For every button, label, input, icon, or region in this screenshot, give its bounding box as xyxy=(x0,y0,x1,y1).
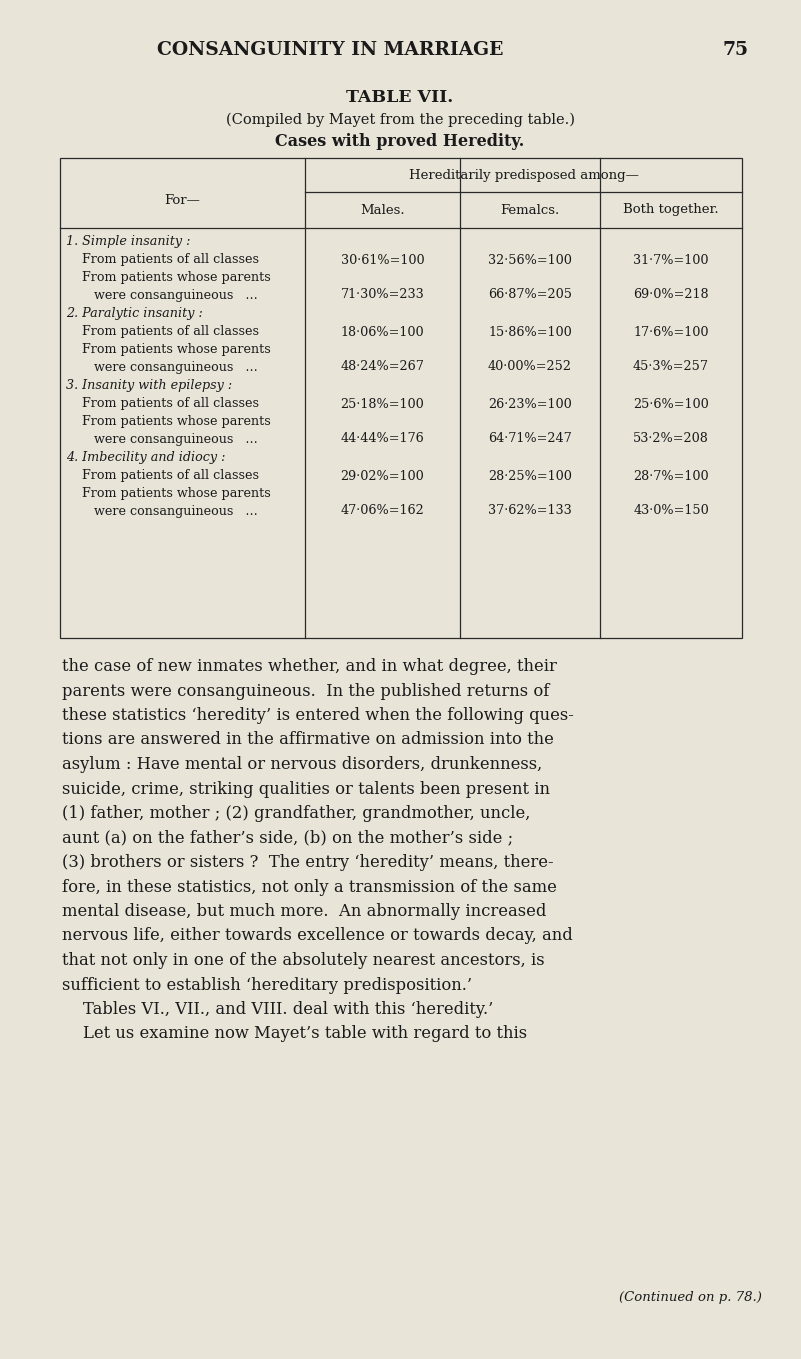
Text: nervous life, either towards excellence or towards decay, and: nervous life, either towards excellence … xyxy=(62,927,573,945)
Text: From patients whose parents: From patients whose parents xyxy=(82,342,271,356)
Text: suicide, crime, striking qualities or talents been present in: suicide, crime, striking qualities or ta… xyxy=(62,780,550,798)
Text: 3. Insanity with epilepsy :: 3. Insanity with epilepsy : xyxy=(66,379,232,393)
Text: 2. Paralytic insanity :: 2. Paralytic insanity : xyxy=(66,307,203,321)
Text: 1. Simple insanity :: 1. Simple insanity : xyxy=(66,235,191,249)
Text: Tables VI., VII., and VIII. deal with this ‘heredity.’: Tables VI., VII., and VIII. deal with th… xyxy=(62,1002,493,1018)
Text: 25·6%=100: 25·6%=100 xyxy=(633,397,709,410)
Text: asylum : Have mental or nervous disorders, drunkenness,: asylum : Have mental or nervous disorder… xyxy=(62,756,542,773)
Text: From patients of all classes: From patients of all classes xyxy=(82,326,259,338)
Text: (Continued on p. 78.): (Continued on p. 78.) xyxy=(618,1291,762,1303)
Text: 4. Imbecility and idiocy :: 4. Imbecility and idiocy : xyxy=(66,451,225,465)
Text: (1) father, mother ; (2) grandfather, grandmother, uncle,: (1) father, mother ; (2) grandfather, gr… xyxy=(62,805,530,822)
Text: From patients whose parents: From patients whose parents xyxy=(82,414,271,428)
Text: From patients whose parents: From patients whose parents xyxy=(82,487,271,500)
Text: were consanguineous   ...: were consanguineous ... xyxy=(94,360,258,374)
Text: 18·06%=100: 18·06%=100 xyxy=(340,326,425,338)
Text: 30·61%=100: 30·61%=100 xyxy=(340,254,425,266)
Text: 71·30%=233: 71·30%=233 xyxy=(340,288,425,302)
Text: 15·86%=100: 15·86%=100 xyxy=(488,326,572,338)
Text: Hereditarily predisposed among—: Hereditarily predisposed among— xyxy=(409,169,638,182)
Text: fore, in these statistics, not only a transmission of the same: fore, in these statistics, not only a tr… xyxy=(62,878,557,896)
Text: From patients of all classes: From patients of all classes xyxy=(82,397,259,410)
Text: aunt (a) on the father’s side, (b) on the mother’s side ;: aunt (a) on the father’s side, (b) on th… xyxy=(62,829,513,847)
Text: TABLE VII.: TABLE VII. xyxy=(346,90,453,106)
Text: Both together.: Both together. xyxy=(623,204,718,216)
Text: 43·0%=150: 43·0%=150 xyxy=(633,504,709,518)
Text: were consanguineous   ...: were consanguineous ... xyxy=(94,432,258,446)
Text: were consanguineous   ...: were consanguineous ... xyxy=(94,288,258,302)
Text: tions are answered in the affirmative on admission into the: tions are answered in the affirmative on… xyxy=(62,731,553,749)
Text: parents were consanguineous.  In the published returns of: parents were consanguineous. In the publ… xyxy=(62,682,549,700)
Text: For—: For— xyxy=(164,194,200,208)
Text: 31·7%=100: 31·7%=100 xyxy=(634,254,709,266)
Text: that not only in one of the absolutely nearest ancestors, is: that not only in one of the absolutely n… xyxy=(62,953,545,969)
Text: 28·25%=100: 28·25%=100 xyxy=(488,469,572,482)
Text: 66·87%=205: 66·87%=205 xyxy=(488,288,572,302)
Text: (Compiled by Mayet from the preceding table.): (Compiled by Mayet from the preceding ta… xyxy=(226,113,574,128)
Text: were consanguineous   ...: were consanguineous ... xyxy=(94,504,258,518)
Text: Let us examine now Mayet’s table with regard to this: Let us examine now Mayet’s table with re… xyxy=(62,1026,527,1042)
Text: (3) brothers or sisters ?  The entry ‘heredity’ means, there-: (3) brothers or sisters ? The entry ‘her… xyxy=(62,853,553,871)
Text: 26·23%=100: 26·23%=100 xyxy=(488,397,572,410)
Text: 25·18%=100: 25·18%=100 xyxy=(340,397,425,410)
Text: mental disease, but much more.  An abnormally increased: mental disease, but much more. An abnorm… xyxy=(62,902,546,920)
Text: From patients whose parents: From patients whose parents xyxy=(82,270,271,284)
Text: 44·44%=176: 44·44%=176 xyxy=(340,432,425,446)
Text: 40·00%=252: 40·00%=252 xyxy=(488,360,572,374)
Text: 47·06%=162: 47·06%=162 xyxy=(340,504,425,518)
Text: 29·02%=100: 29·02%=100 xyxy=(340,469,425,482)
Text: 28·7%=100: 28·7%=100 xyxy=(633,469,709,482)
Text: 32·56%=100: 32·56%=100 xyxy=(488,254,572,266)
Text: 45·3%=257: 45·3%=257 xyxy=(633,360,709,374)
Text: From patients of all classes: From patients of all classes xyxy=(82,254,259,266)
Text: 37·62%=133: 37·62%=133 xyxy=(488,504,572,518)
Text: the case of new inmates whether, and in what degree, their: the case of new inmates whether, and in … xyxy=(62,658,557,675)
Text: these statistics ‘heredity’ is entered when the following ques-: these statistics ‘heredity’ is entered w… xyxy=(62,707,574,724)
Text: 64·71%=247: 64·71%=247 xyxy=(488,432,572,446)
Text: 17·6%=100: 17·6%=100 xyxy=(634,326,709,338)
Text: 53·2%=208: 53·2%=208 xyxy=(633,432,709,446)
Text: CONSANGUINITY IN MARRIAGE: CONSANGUINITY IN MARRIAGE xyxy=(157,41,503,58)
Text: sufficient to establish ‘hereditary predisposition.’: sufficient to establish ‘hereditary pred… xyxy=(62,977,472,993)
Text: Cases with proved Heredity.: Cases with proved Heredity. xyxy=(276,133,525,151)
Bar xyxy=(60,158,742,637)
Text: From patients of all classes: From patients of all classes xyxy=(82,469,259,482)
Text: 48·24%=267: 48·24%=267 xyxy=(340,360,425,374)
Text: 75: 75 xyxy=(722,41,748,58)
Text: Femalcs.: Femalcs. xyxy=(501,204,560,216)
Text: 69·0%=218: 69·0%=218 xyxy=(633,288,709,302)
Text: Males.: Males. xyxy=(360,204,405,216)
